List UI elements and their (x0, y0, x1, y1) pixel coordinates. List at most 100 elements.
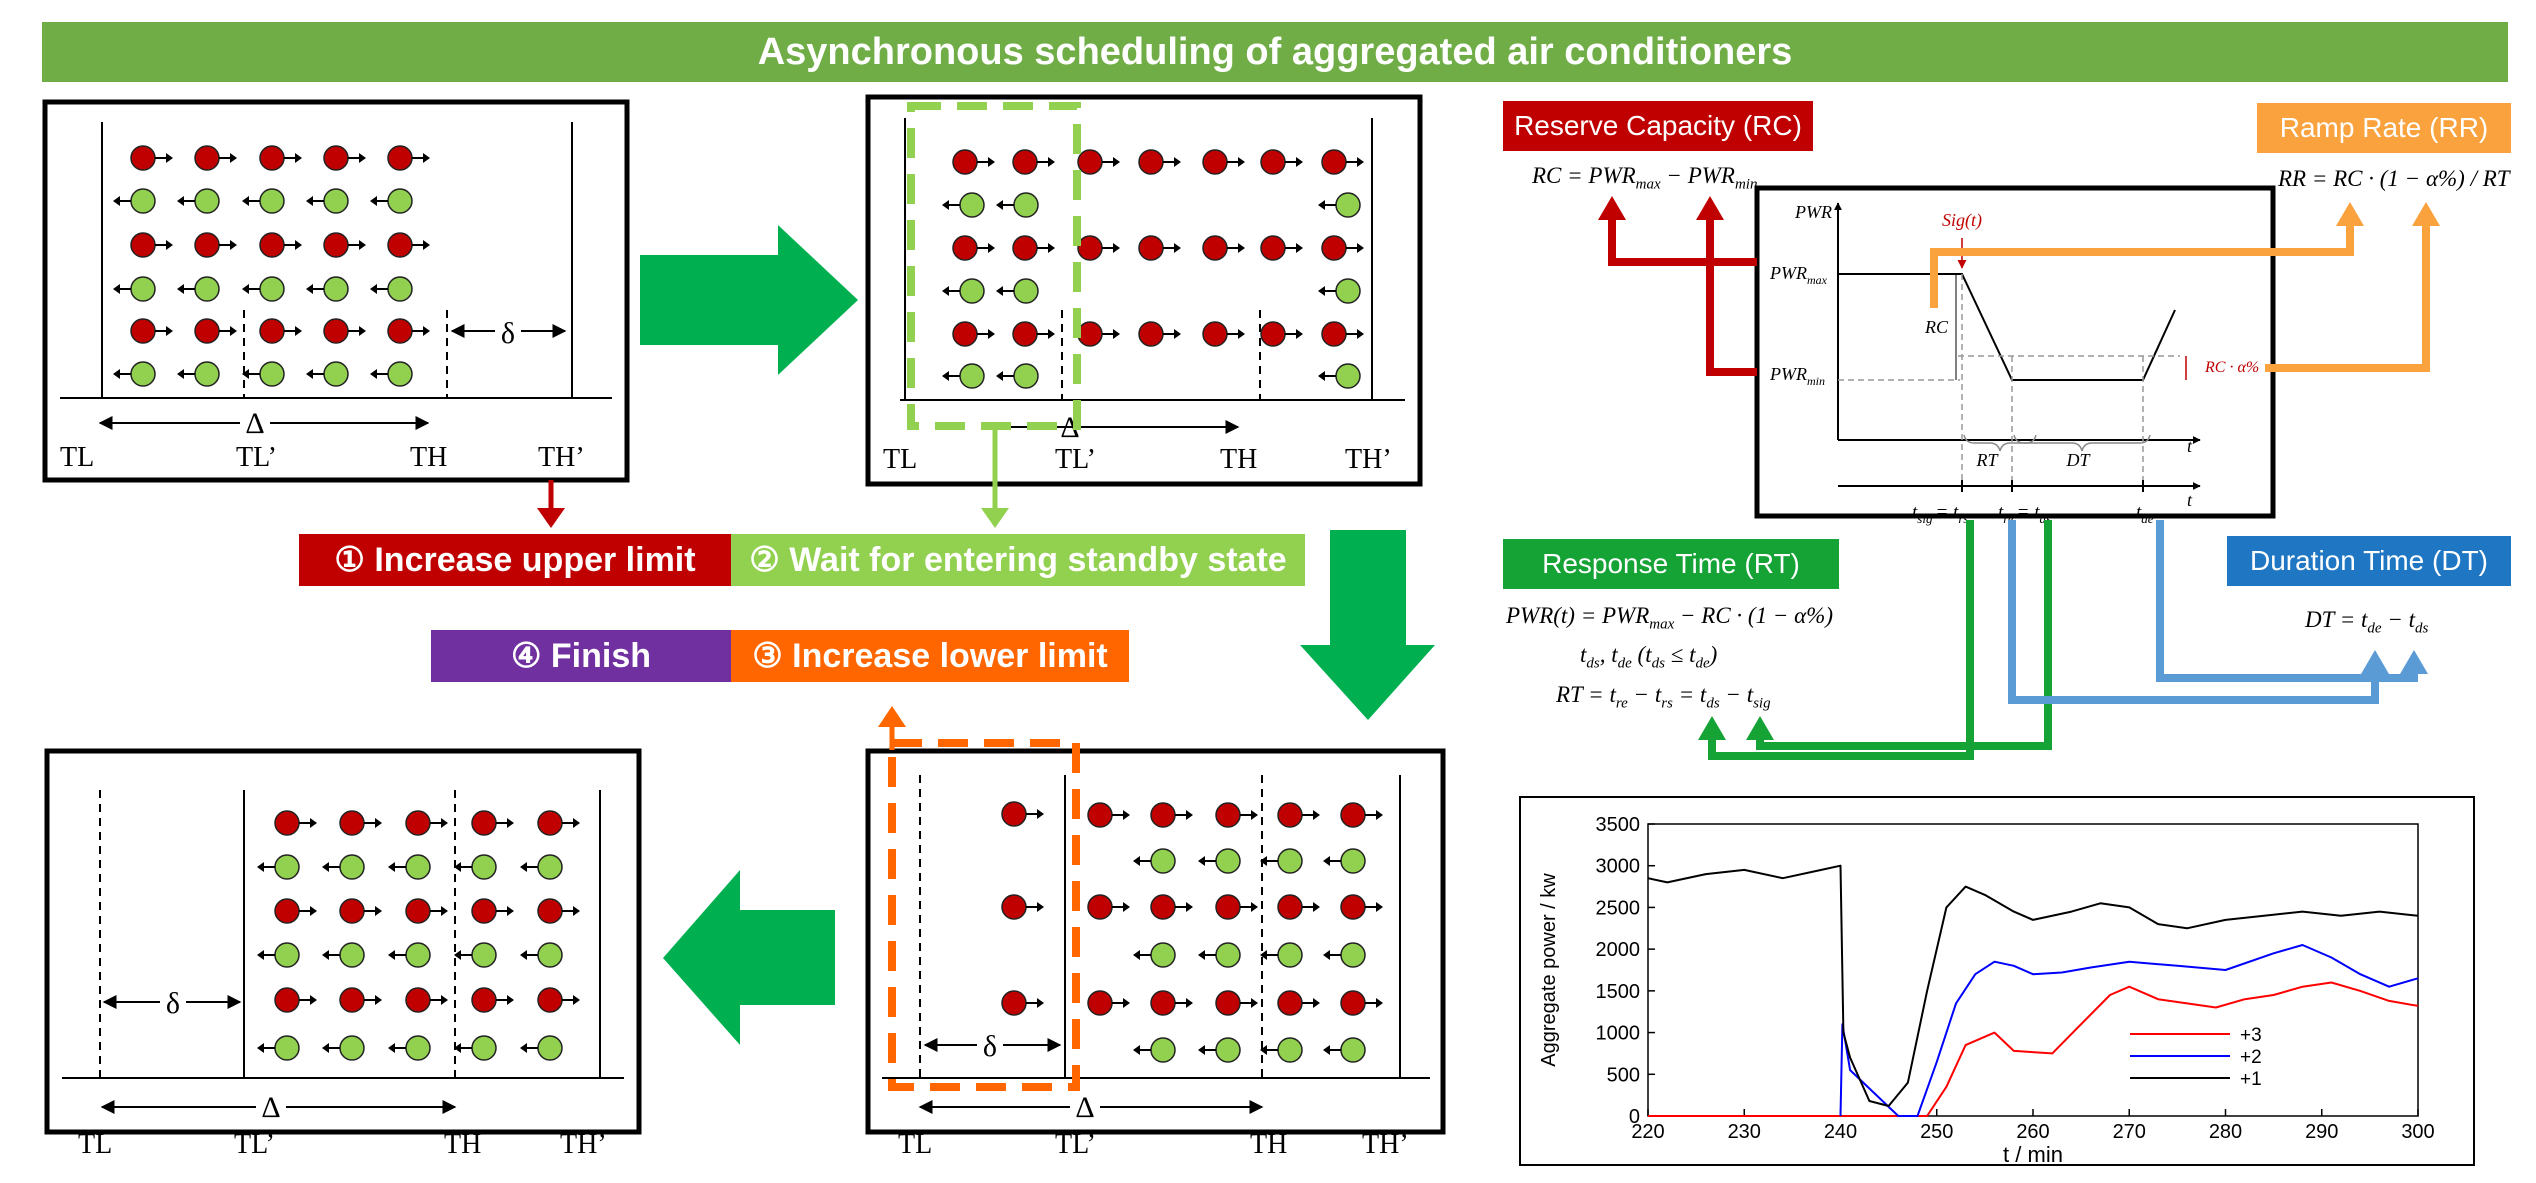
unit-on-icon (537, 810, 580, 836)
unit-on-icon (1202, 149, 1245, 175)
rc-profile-label: RC (1924, 317, 1949, 337)
unit-off-icon (454, 1035, 497, 1061)
profile-y-axis-label: PWR (1794, 202, 1832, 222)
unit-on-icon (1001, 990, 1044, 1016)
svg-text:tde: tde (2136, 502, 2154, 526)
rt-arrowhead-1 (1698, 716, 1726, 740)
unit-off-icon (113, 361, 156, 387)
svg-text:tsig= trs: tsig = trs (1912, 502, 1968, 526)
unit-on-icon (952, 149, 995, 175)
unit-off-icon (1318, 192, 1361, 218)
unit-on-icon (1321, 235, 1364, 261)
dt-arrowhead-2 (2400, 650, 2428, 674)
state-panel-3: δ Δ TL TL’ TH TH’ (44, 748, 642, 1160)
unit-off-icon (1198, 848, 1241, 874)
unit-on-icon (1277, 990, 1320, 1016)
unit-off-icon (454, 942, 497, 968)
power-chart: 220 230 240 250 260 270 280 290 3000500100015002… (1519, 796, 2475, 1167)
unit-on-icon (1077, 235, 1120, 261)
response-time-label: Response Time (RT) (1503, 539, 1839, 589)
rt-arrowhead-2 (1746, 716, 1774, 740)
rr-arrowhead-1 (2336, 202, 2364, 226)
t-re-label: t (1998, 502, 2004, 523)
t-de-subscript: de (2141, 511, 2154, 526)
unit-on-icon (339, 987, 382, 1013)
t-rs-subscript: rs (1958, 511, 1968, 526)
t-high-prime-label: TH’ (560, 1129, 607, 1160)
unit-off-icon (388, 1035, 431, 1061)
y-tick-label: 0 (1629, 1106, 1640, 1128)
t-ds-subscript: ds (2040, 511, 2052, 526)
t-re-subscript: re (2003, 511, 2014, 526)
series-line-plus1 (1647, 864, 2419, 1107)
unit-off-icon (322, 942, 365, 968)
unit-off-icon (996, 278, 1039, 304)
y-tick-label: 1500 (1596, 981, 1641, 1003)
x-tick-label: 240 (1824, 1121, 1857, 1143)
duration-time-label: Duration Time (DT) (2227, 536, 2511, 586)
step3-arrow (878, 706, 906, 750)
t-sig-subscript: sig (1917, 511, 1933, 526)
y-tick-label: 3000 (1596, 856, 1641, 878)
delta-lower-label: δ (983, 1030, 997, 1063)
unit-off-icon (113, 188, 156, 214)
t-high-prime-label: TH’ (1345, 444, 1392, 475)
unit-off-icon (242, 361, 285, 387)
delta-upper-label: Δ (1075, 1091, 1094, 1124)
unit-off-icon (520, 1035, 563, 1061)
t-low-label: TL (883, 444, 917, 475)
unit-on-icon (1087, 802, 1130, 828)
unit-on-icon (274, 987, 317, 1013)
unit-on-icon (1215, 990, 1258, 1016)
rc-alpha-label: RC · α% (2204, 359, 2259, 376)
unit-on-icon (1138, 321, 1181, 347)
lower-limit-highlight-box (888, 739, 1080, 1091)
unit-off-icon (370, 361, 413, 387)
rc-arrowhead-1 (1598, 196, 1626, 220)
unit-off-icon (388, 942, 431, 968)
unit-on-icon (274, 898, 317, 924)
rt-interval-label: RT (1975, 450, 1999, 470)
unit-on-icon (339, 898, 382, 924)
t-low-label: TL (898, 1129, 932, 1160)
tds-equation: tds, tde (tds ≤ tde) (1580, 642, 1718, 672)
pwr-equation: PWR(t) = PWRmax − RC · (1 − α%) (1506, 603, 1833, 633)
unit-off-icon (113, 276, 156, 302)
unit-off-icon (1133, 1037, 1176, 1063)
y-tick-label: 2000 (1596, 939, 1641, 961)
unit-on-icon (952, 235, 995, 261)
svg-text:PWRmin: PWRmin (1769, 364, 1825, 388)
y-tick-label: 3500 (1596, 814, 1641, 836)
unit-on-icon (259, 232, 302, 258)
unit-on-icon (387, 232, 430, 258)
delta-upper-label: Δ (261, 1091, 280, 1124)
t-de-label: t (2136, 502, 2142, 523)
step1-increase-upper-limit: ① Increase upper limit (299, 534, 731, 586)
unit-on-icon (1340, 990, 1383, 1016)
unit-on-icon (259, 145, 302, 171)
t-high-prime-label: TH’ (538, 442, 585, 473)
unit-on-icon (471, 987, 514, 1013)
unit-on-icon (130, 145, 173, 171)
unit-on-icon (323, 232, 366, 258)
unit-on-icon (1150, 802, 1193, 828)
unit-on-icon (1277, 894, 1320, 920)
t-rs-label: = t (1935, 502, 1959, 523)
x-tick-label: 260 (2016, 1121, 2049, 1143)
unit-on-icon (471, 810, 514, 836)
delta-lower-label: δ (166, 987, 180, 1020)
unit-on-icon (1001, 801, 1044, 827)
unit-on-icon (1138, 149, 1181, 175)
unit-on-icon (1012, 149, 1055, 175)
unit-on-icon (1215, 894, 1258, 920)
response-profile-panel: PWR t t Sig(t) PWRmax PWRmin RC RC · α% … (1754, 185, 2276, 526)
unit-off-icon (1318, 278, 1361, 304)
signal-label: Sig(t) (1942, 210, 1982, 231)
rr-connector (1930, 220, 2430, 372)
series-line-plus2 (1839, 944, 2419, 1117)
unit-on-icon (194, 232, 237, 258)
unit-on-icon (405, 898, 448, 924)
unit-on-icon (323, 145, 366, 171)
unit-off-icon (177, 276, 220, 302)
unit-on-icon (1150, 894, 1193, 920)
